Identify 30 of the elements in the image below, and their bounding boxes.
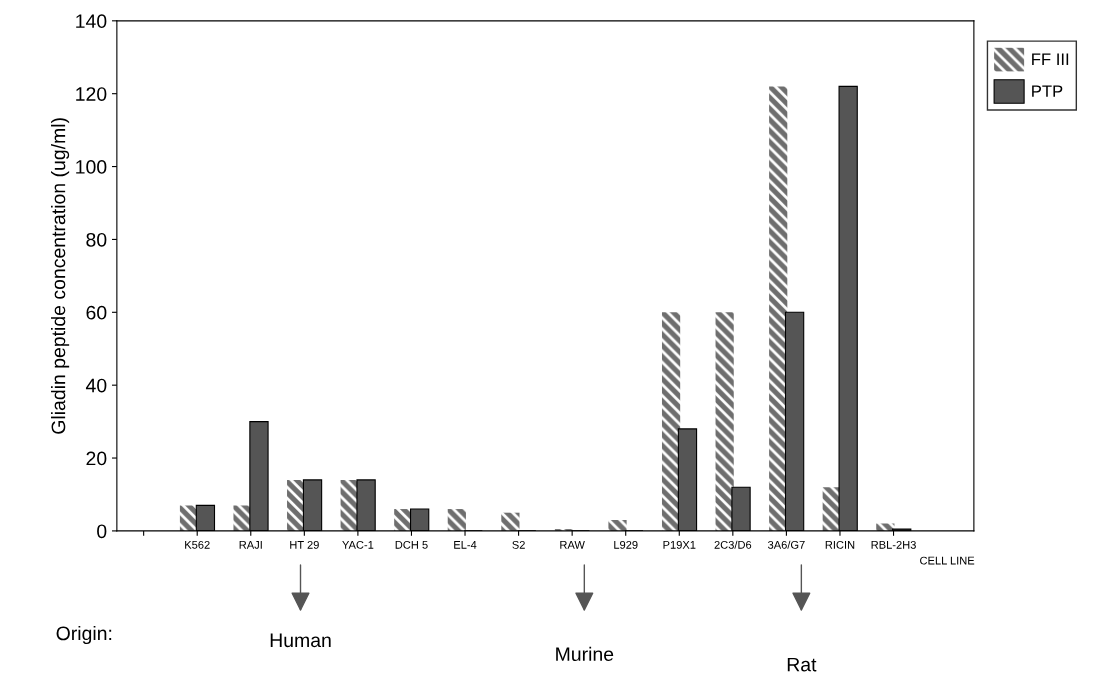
legend-label: FF III (1032, 53, 1069, 65)
y-tick-label: 40 (85, 378, 107, 393)
text: Origin: (56, 625, 112, 645)
x-tick-label: RBL-2H3 (871, 540, 916, 549)
y-tick-label: 20 (86, 451, 107, 466)
x-tick-label: RAW (560, 541, 585, 549)
y-tick-label: 140 (76, 14, 107, 29)
x-tick-label: P19X1 (663, 540, 696, 549)
x-tick-label: S2 (512, 540, 525, 549)
x-tick-label: L929 (614, 540, 638, 549)
x-tick-label: DCH 5 (395, 540, 428, 549)
x-tick-label: K562 (185, 540, 210, 549)
y-tick-label: 120 (76, 87, 107, 101)
y-tick-label: 60 (86, 305, 107, 320)
x-tick-label: 2C3/D6 (714, 540, 752, 549)
text: Rat (787, 657, 817, 672)
x-tick-label: EL-4 (454, 541, 477, 549)
x-axis-title: CELL LINE (920, 556, 975, 565)
text: Human (270, 633, 331, 648)
y-tick-label: 100 (76, 160, 107, 174)
x-tick-label: 3A6/G7 (767, 540, 805, 549)
y-tick-label: 0 (97, 524, 107, 539)
x-tick-label: RICIN (825, 540, 855, 549)
x-tick-label: RAJI (239, 541, 262, 549)
y-axis-title: Gliadin peptide concentration (ug/ml) (51, 118, 70, 434)
legend-label: PTP (1032, 85, 1063, 97)
x-tick-label: YAC-1 (342, 540, 374, 549)
text: Murine (556, 646, 614, 662)
x-tick-label: HT 29 (290, 540, 319, 549)
y-tick-label: 80 (86, 232, 107, 247)
